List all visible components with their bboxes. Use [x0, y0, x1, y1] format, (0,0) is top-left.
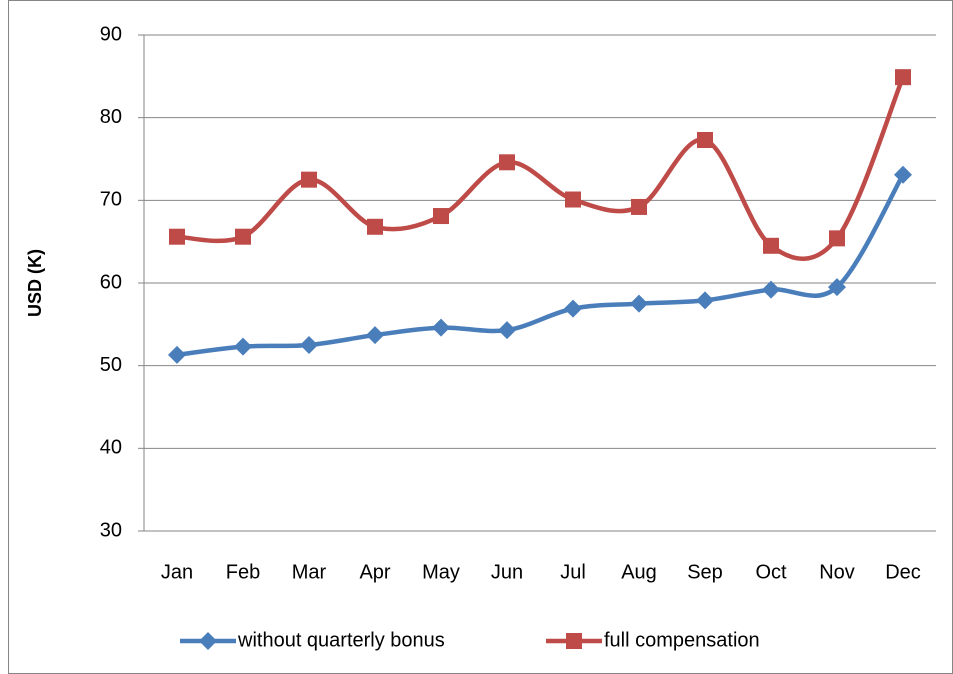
marker	[300, 336, 318, 354]
marker	[696, 291, 714, 310]
marker	[433, 208, 449, 225]
marker	[564, 299, 582, 318]
marker	[235, 228, 251, 245]
x-tick-label: Nov	[819, 561, 855, 583]
y-tick-label: 90	[100, 23, 122, 45]
x-tick-label: Feb	[226, 561, 260, 583]
y-tick-label: 40	[100, 437, 122, 459]
x-tick-label: Oct	[755, 561, 787, 583]
x-tick-label: Aug	[621, 561, 657, 583]
marker	[565, 191, 581, 208]
y-tick-label: 30	[100, 519, 122, 541]
legend-label: full compensation	[604, 629, 760, 651]
x-tick-label: Jan	[161, 561, 193, 583]
marker	[432, 318, 450, 337]
marker	[828, 278, 846, 297]
marker	[763, 237, 779, 254]
marker	[895, 69, 911, 86]
y-tick-label: 70	[100, 189, 122, 211]
x-tick-label: Apr	[359, 561, 390, 583]
marker	[367, 218, 383, 235]
marker	[829, 230, 845, 247]
marker	[498, 321, 516, 340]
x-tick-label: Jun	[491, 561, 523, 583]
marker	[234, 337, 252, 356]
marker	[366, 326, 384, 345]
x-tick-label: Dec	[885, 561, 921, 583]
marker	[762, 280, 780, 299]
x-tick-label: May	[422, 561, 460, 583]
x-tick-label: Jul	[560, 561, 586, 583]
marker	[199, 632, 217, 650]
marker	[301, 171, 317, 188]
marker	[631, 198, 647, 215]
x-tick-label: Mar	[292, 561, 327, 583]
y-tick-label: 60	[100, 271, 122, 293]
marker	[697, 131, 713, 148]
y-tick-label: 80	[100, 106, 122, 128]
chart-frame	[8, 0, 953, 674]
marker	[894, 165, 912, 184]
y-tick-label: 50	[100, 354, 122, 376]
marker	[168, 345, 186, 364]
marker	[499, 154, 515, 171]
y-axis-label: USD (K)	[25, 249, 45, 317]
x-tick-label: Sep	[687, 561, 723, 583]
marker	[169, 228, 185, 245]
marker	[566, 633, 582, 649]
legend-label: without quarterly bonus	[237, 629, 445, 651]
marker	[630, 294, 648, 313]
